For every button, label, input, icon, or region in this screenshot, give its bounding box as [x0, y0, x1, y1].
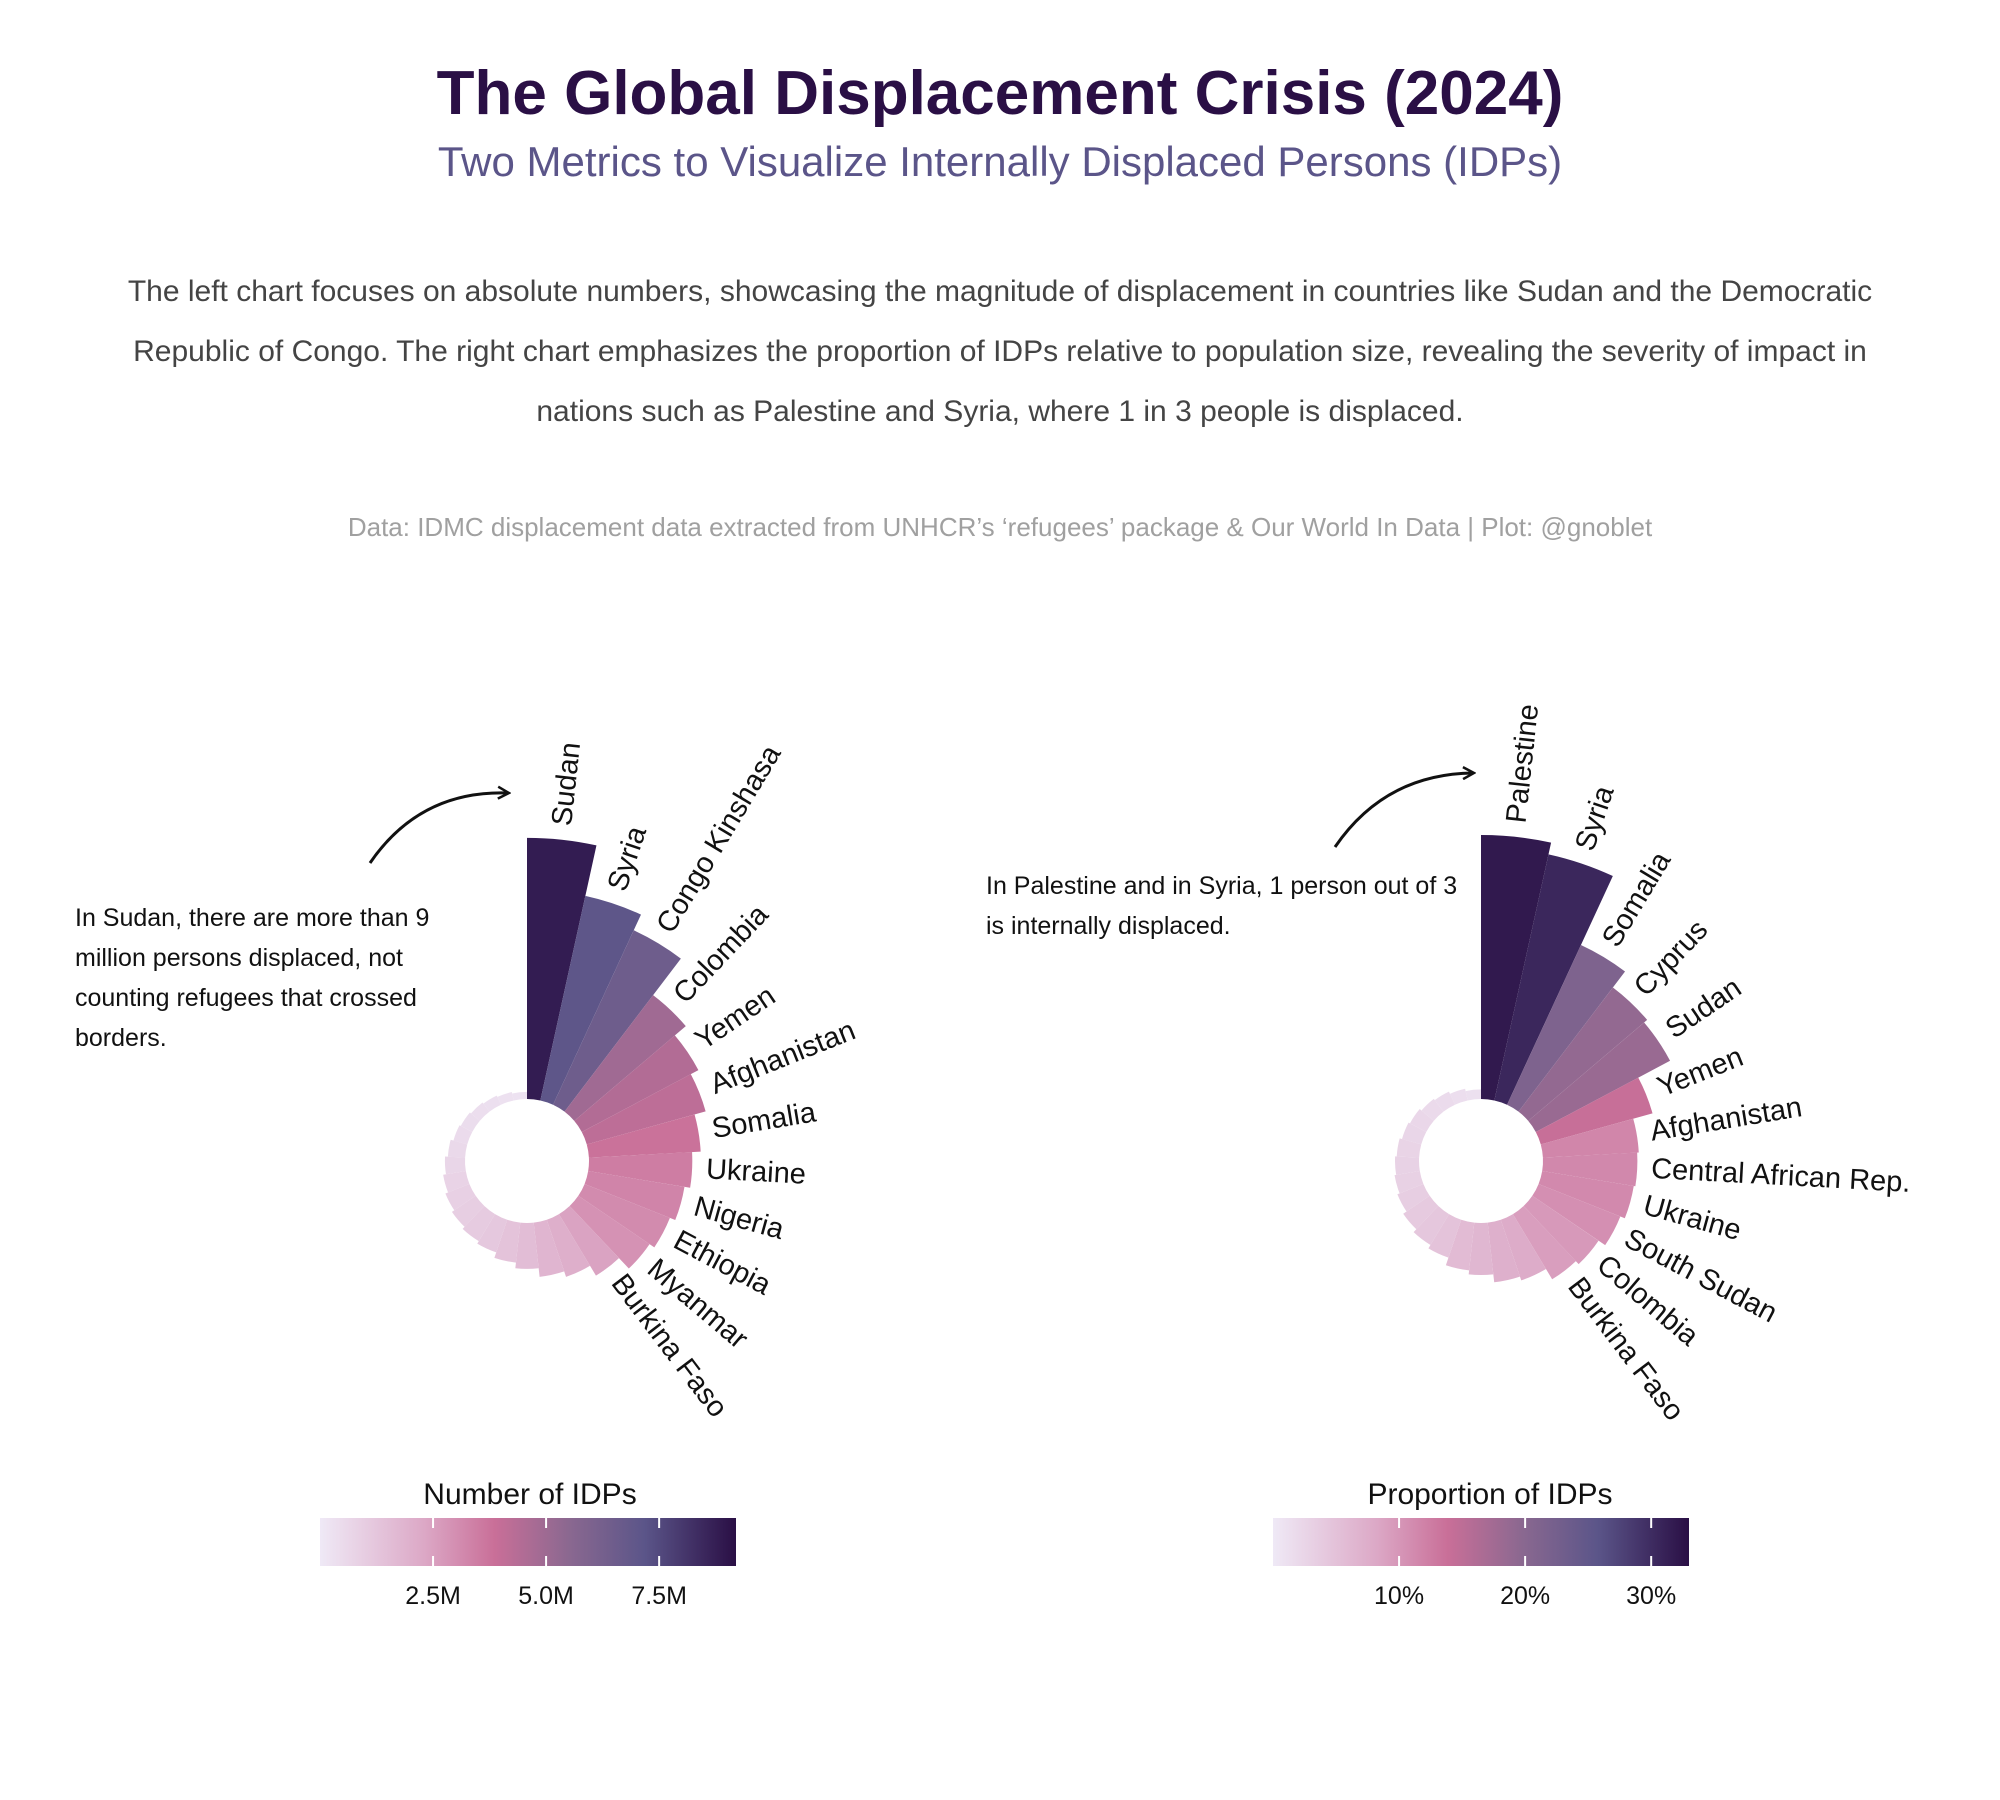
legend-tick-label: 5.0M: [518, 1582, 574, 1610]
legend-proportion-of-idps: 10% 20% 30%: [1273, 1518, 1689, 1610]
chart-title: The Global Displacement Crisis (2024): [436, 59, 1564, 128]
bar-ukraine: [1538, 1171, 1634, 1219]
bar-country-23: [1401, 1122, 1427, 1145]
bar-country-25: [1421, 1098, 1444, 1121]
bar-country-21: [444, 1156, 466, 1175]
country-label: Somalia: [710, 1096, 819, 1145]
bar-somalia: [586, 1114, 701, 1158]
annotation-arrow-left: [368, 793, 508, 864]
bar-country-17: [1413, 1206, 1450, 1245]
country-label: Syria: [602, 821, 654, 895]
country-label: Central African Rep.: [1650, 1153, 1911, 1199]
bar-somalia: [1507, 944, 1626, 1112]
bar-country-28: [512, 1091, 527, 1101]
bar-country-21: [1395, 1156, 1420, 1175]
legend-colorbar: [1273, 1518, 1689, 1566]
bar-palestine: [1481, 835, 1552, 1101]
chart-description: The left chart focuses on absolute numbe…: [127, 275, 1873, 428]
bar-nigeria: [584, 1171, 685, 1221]
country-label: Congo Kinshasa: [650, 739, 788, 939]
bar-country-12: [1500, 1214, 1546, 1281]
bar-country-19: [1397, 1183, 1430, 1212]
bar-central-african-rep-: [1542, 1152, 1638, 1187]
country-label: Syria: [1569, 781, 1621, 855]
bar-country-27: [1449, 1088, 1468, 1105]
bar-yemen: [1535, 1077, 1653, 1145]
bar-afghanistan: [581, 1074, 706, 1145]
bar-country-23: [453, 1125, 473, 1145]
bar-country-16: [477, 1214, 508, 1253]
legend-colorbar: [320, 1518, 736, 1566]
bar-country-22: [447, 1139, 468, 1158]
bar-burkina-faso: [1512, 1206, 1576, 1280]
bar-country-25: [470, 1102, 490, 1121]
country-label: Somalia: [1596, 846, 1678, 953]
bar-country-14: [515, 1222, 539, 1269]
country-label: Ukraine: [705, 1153, 807, 1190]
bar-country-19: [445, 1183, 476, 1211]
bar-sudan: [1528, 1022, 1671, 1132]
bar-yemen: [574, 1035, 699, 1132]
legend-tick-label: 2.5M: [405, 1582, 461, 1610]
bar-syria: [1494, 854, 1613, 1105]
country-label: Cyprus: [1628, 914, 1714, 1003]
legend-number-of-idps: 2.5M 5.0M 7.5M: [320, 1518, 736, 1610]
bar-ethiopia: [578, 1183, 670, 1248]
bar-country-24: [460, 1112, 480, 1132]
bar-country-26: [483, 1095, 501, 1112]
idp-proportion-chart: Palestine SyriaSomaliaCyprusSudanYemenAfg…: [1394, 703, 1911, 1427]
bar-south-sudan: [1532, 1183, 1621, 1246]
legend-tick-label: 10%: [1374, 1582, 1424, 1610]
bar-sudan: [527, 837, 597, 1101]
annotation-arrow-right: [1333, 773, 1473, 848]
bar-country-20: [1394, 1171, 1424, 1194]
chart-subtitle: Two Metrics to Visualize Internally Disp…: [437, 138, 1563, 185]
bar-afghanistan: [1540, 1118, 1639, 1158]
bar-country-13: [533, 1219, 565, 1277]
bar-country-27: [497, 1092, 514, 1105]
bar-country-14: [1468, 1222, 1494, 1276]
legend-tick-label: 7.5M: [631, 1582, 687, 1610]
legend-title-number: Number of IDPs: [423, 1478, 637, 1511]
bar-colombia: [1523, 1195, 1599, 1265]
country-label: Sudan: [1660, 972, 1747, 1046]
bar-country-22: [1396, 1138, 1422, 1158]
bar-country-18: [451, 1195, 485, 1227]
bar-syria: [540, 895, 641, 1105]
bar-colombia: [564, 995, 686, 1121]
bar-country-13: [1487, 1219, 1520, 1283]
data-source-caption: Data: IDMC displacement data extracted f…: [347, 512, 1653, 542]
bar-congo-kinshasa: [553, 930, 681, 1112]
annotation-palestine-syria: In Palestine and in Syria, 1 person out …: [986, 872, 1458, 940]
annotation-sudan: In Sudan, there are more than 9 million …: [75, 904, 430, 1052]
country-label: Palestine: [1501, 703, 1546, 825]
bar-country-26: [1434, 1091, 1455, 1112]
bar-country-15: [1445, 1219, 1475, 1271]
legend-tick-label: 20%: [1500, 1582, 1550, 1610]
bar-country-12: [546, 1214, 591, 1277]
bar-country-20: [443, 1171, 470, 1193]
bar-country-28: [1465, 1089, 1481, 1101]
bar-country-15: [494, 1219, 521, 1263]
legend-title-proportion: Proportion of IDPs: [1367, 1478, 1613, 1511]
bar-country-16: [1428, 1214, 1462, 1258]
bar-cyprus: [1518, 987, 1648, 1121]
country-label: Sudan: [546, 741, 587, 828]
bar-country-17: [462, 1206, 496, 1242]
bar-country-24: [1409, 1108, 1434, 1132]
bar-country-18: [1403, 1195, 1439, 1230]
bar-myanmar: [569, 1195, 650, 1269]
legend-tick-label: 30%: [1626, 1582, 1676, 1610]
bar-ukraine: [588, 1152, 693, 1188]
country-label: Yemen: [1653, 1041, 1748, 1104]
bar-burkina-faso: [558, 1206, 619, 1276]
